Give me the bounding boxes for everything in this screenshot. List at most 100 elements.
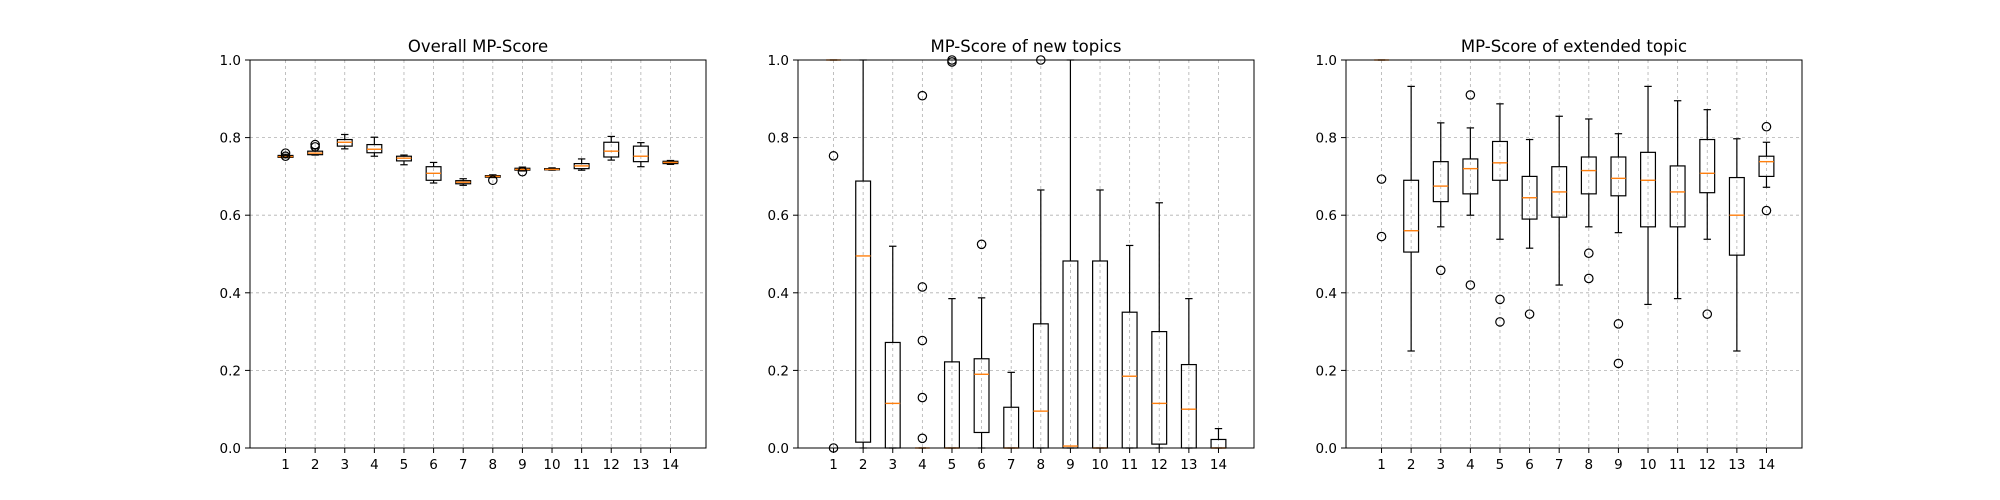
box-body — [1669, 165, 1686, 228]
x-tick-label: 12 — [1699, 457, 1716, 473]
panel-overall-mp-score: 0.00.20.40.60.81.01 2 3 4 5 6 7 8 9 10 11 12 13 14 Ov… — [220, 37, 707, 473]
box-14 — [662, 159, 679, 165]
x-tick-label: 6 — [429, 457, 438, 473]
y-tick-label: 1.0 — [220, 53, 241, 69]
y-tick-label: 0.8 — [768, 131, 789, 147]
y-tick-label: 0.4 — [1316, 286, 1337, 302]
outlier-point — [1702, 309, 1713, 319]
x-tick-label: 4 — [918, 457, 927, 473]
box-4 — [366, 136, 383, 157]
box-9 — [1610, 133, 1627, 369]
box-10 — [1640, 85, 1657, 306]
outlier-point — [917, 335, 928, 346]
box-6 — [425, 161, 442, 184]
outlier-point — [1761, 121, 1772, 132]
box-7 — [455, 178, 472, 186]
y-tick-label: 0.8 — [220, 131, 241, 147]
box-6 — [973, 239, 990, 449]
x-tick-label: 9 — [1614, 457, 1623, 473]
outlier-point — [1495, 317, 1505, 327]
box-5 — [1491, 103, 1508, 327]
box-12 — [1151, 202, 1168, 449]
y-tick-label: 0.6 — [1316, 208, 1337, 224]
x-tick-label: 7 — [1555, 457, 1564, 473]
x-tick-label: 8 — [1585, 457, 1594, 473]
box-body — [1151, 331, 1168, 445]
outlier-point — [280, 151, 291, 162]
axes-frame — [249, 59, 707, 449]
box-body — [603, 141, 620, 158]
x-tick-label: 11 — [573, 457, 590, 473]
x-tick-label: 2 — [311, 457, 320, 473]
x-tick-label: 12 — [603, 457, 620, 473]
outlier-point — [917, 90, 928, 101]
box-8 — [484, 174, 501, 186]
y-tick-label: 0.0 — [220, 441, 241, 457]
outlier-point — [1435, 265, 1446, 276]
x-tick-label: 14 — [1210, 457, 1227, 473]
x-tick-label: 2 — [859, 457, 868, 473]
y-tick-label: 0.4 — [220, 286, 241, 302]
y-tick-label: 0.6 — [220, 208, 241, 224]
box-11 — [1669, 100, 1686, 300]
outlier-point — [1524, 309, 1535, 319]
box-1 — [277, 148, 294, 162]
x-tick-label: 10 — [1639, 457, 1656, 473]
x-tick-label: 10 — [1091, 457, 1108, 473]
y-tick-label: 0.2 — [220, 363, 241, 379]
box-10 — [544, 167, 561, 171]
box-body — [1491, 140, 1508, 181]
x-tick-label: 8 — [489, 457, 498, 473]
x-tick-label: 4 — [1466, 457, 1475, 473]
outlier-point — [1465, 90, 1476, 100]
outlier-point — [1584, 248, 1594, 259]
x-tick-label: 1 — [1377, 457, 1386, 473]
x-tick-label: 8 — [1037, 457, 1046, 473]
axes-frame — [797, 59, 1255, 449]
outlier-point — [1584, 273, 1594, 284]
x-tick-label: 9 — [518, 457, 527, 473]
y-tick-label: 0.2 — [1316, 363, 1337, 379]
x-tick-label: 13 — [1180, 457, 1197, 473]
outlier-point — [917, 282, 928, 292]
x-tick-label: 7 — [1007, 457, 1016, 473]
x-tick-label: 4 — [370, 457, 379, 473]
y-tick-label: 0.0 — [1316, 441, 1337, 457]
box-3 — [336, 133, 353, 150]
y-tick-label: 0.2 — [768, 363, 789, 379]
outlier-point — [1761, 205, 1772, 216]
box-body — [632, 145, 649, 163]
y-tick-label: 0.0 — [768, 441, 789, 457]
box-6 — [1521, 138, 1538, 319]
box-11 — [1121, 244, 1138, 449]
outlier-point — [1495, 294, 1505, 305]
box-body — [1699, 138, 1716, 194]
panel-title: MP-Score of extended topic — [1461, 37, 1687, 56]
outlier-point — [1613, 358, 1624, 369]
box-2 — [307, 139, 324, 156]
outlier-point — [1613, 319, 1624, 329]
box-body — [1610, 156, 1627, 197]
x-tick-label: 5 — [400, 457, 409, 473]
box-5 — [395, 154, 412, 166]
x-tick-label: 6 — [977, 457, 986, 473]
box-3 — [884, 245, 901, 449]
x-tick-label: 12 — [1151, 457, 1168, 473]
outlier-point — [517, 166, 528, 177]
box-1 — [826, 59, 841, 453]
box-13 — [632, 142, 649, 168]
box-13 — [1728, 138, 1745, 352]
y-tick-label: 0.8 — [1316, 131, 1337, 147]
panel-title: Overall MP-Score — [408, 37, 548, 56]
outlier-point — [976, 239, 987, 250]
box-12 — [603, 135, 620, 161]
box-body — [1180, 363, 1197, 449]
x-tick-label: 5 — [1496, 457, 1505, 473]
x-tick-label: 11 — [1669, 457, 1686, 473]
box-9 — [514, 166, 531, 177]
outlier-point — [828, 151, 839, 161]
box-8 — [1580, 118, 1597, 284]
x-tick-label: 14 — [662, 457, 679, 473]
box-body — [1758, 155, 1775, 177]
box-7 — [1551, 115, 1568, 286]
